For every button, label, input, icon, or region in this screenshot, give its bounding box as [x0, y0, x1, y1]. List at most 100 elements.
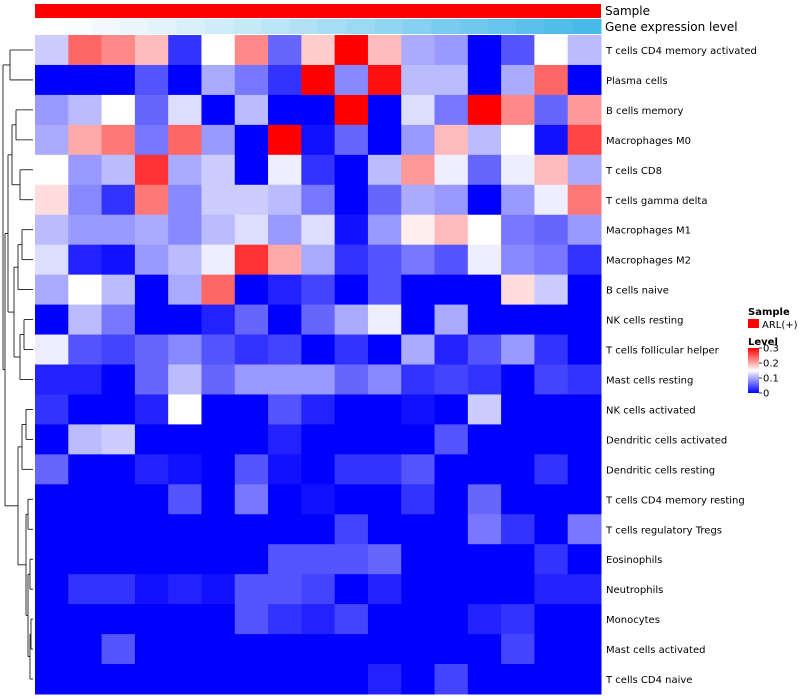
heatmap-cell: [168, 484, 202, 515]
heatmap-cell: [234, 634, 269, 665]
heatmap-cell: [467, 514, 502, 545]
heatmap-cell: [301, 274, 336, 306]
heatmap-cell: [68, 454, 103, 485]
heatmap-cell: [168, 334, 202, 365]
heatmap-cell: [168, 544, 202, 575]
heatmap-cell: [68, 244, 103, 276]
heatmap-cell: [501, 304, 535, 336]
heatmap-cell: [35, 154, 69, 186]
heatmap-cell: [334, 544, 369, 575]
heatmap-cell: [334, 454, 369, 485]
heatmap-cell: [234, 64, 269, 96]
row-label: T cells gamma delta: [605, 196, 707, 207]
heatmap-cell: [567, 244, 602, 276]
heatmap-cell: [101, 394, 136, 425]
heatmap-cell: [467, 334, 502, 365]
heatmap-cells: [35, 35, 602, 695]
heatmap-cell: [367, 35, 402, 66]
heatmap-cell: [401, 334, 436, 365]
heatmap-cell: [534, 274, 569, 306]
heatmap-cell: [467, 664, 502, 695]
row-labels: T cells CD4 memory activated Plasma cells…: [605, 46, 757, 686]
heatmap-cell: [134, 574, 169, 605]
heatmap-cell: [35, 64, 69, 96]
heatmap-cell: [534, 214, 569, 246]
heatmap-cell: [35, 214, 69, 246]
heatmap-cell: [301, 244, 336, 276]
heatmap-cell: [467, 574, 502, 605]
heatmap-cell: [234, 544, 269, 575]
row-label: Macrophages M0: [606, 136, 691, 147]
heatmap-cell: [467, 94, 502, 126]
heatmap-cell: [434, 544, 469, 575]
heatmap-cell: [301, 574, 336, 605]
heatmap-cell: [467, 424, 502, 455]
legend-tick-label: 0.2: [763, 359, 779, 370]
heatmap-cell: [268, 514, 302, 545]
heatmap-cell: [301, 664, 336, 695]
heatmap-cell: [367, 94, 402, 126]
heatmap-cell: [35, 124, 69, 156]
legend-color-bar: [748, 348, 759, 393]
annotation-rows: Sample Gene expression level: [35, 4, 738, 34]
row-label: Macrophages M2: [606, 256, 691, 267]
heatmap-cell: [134, 35, 169, 66]
heatmap-cell: [268, 334, 302, 365]
heatmap-cell: [401, 214, 436, 246]
heatmap-cell: [334, 154, 369, 186]
heatmap-cell: [201, 454, 236, 485]
heatmap-cell: [301, 604, 336, 635]
heatmap-cell: [334, 484, 369, 515]
heatmap-cell: [68, 604, 103, 635]
heatmap-cell: [134, 244, 169, 276]
heatmap-cell: [201, 364, 236, 395]
heatmap-cell: [168, 634, 202, 665]
legend: Sample ARL(+) Level 0.3 0.2 0.1 0: [748, 307, 798, 400]
legend-sample-title: Sample: [748, 307, 790, 318]
heatmap-cell: [134, 274, 169, 306]
heatmap-cell: [434, 604, 469, 635]
heatmap-cell: [234, 334, 269, 365]
heatmap-cell: [401, 664, 436, 695]
heatmap-cell: [467, 214, 502, 246]
heatmap-cell: [367, 514, 402, 545]
annotation-cell-expression: [35, 19, 64, 34]
heatmap-cell: [534, 35, 569, 66]
heatmap-cell: [268, 604, 302, 635]
heatmap-cell: [501, 364, 535, 395]
heatmap-cell: [168, 604, 202, 635]
heatmap-cell: [467, 244, 502, 276]
heatmap-cell: [367, 604, 402, 635]
heatmap-cell: [567, 514, 602, 545]
row-label: B cells memory: [606, 106, 683, 117]
heatmap-cell: [501, 35, 535, 66]
heatmap-cell: [168, 214, 202, 246]
heatmap-cell: [134, 334, 169, 365]
heatmap-cell: [467, 634, 502, 665]
heatmap-cell: [434, 634, 469, 665]
heatmap-cell: [201, 154, 236, 186]
heatmap-cell: [201, 244, 236, 276]
heatmap-cell: [501, 484, 535, 515]
heatmap-cell: [168, 184, 202, 216]
heatmap-cell: [134, 124, 169, 156]
heatmap-cell: [234, 214, 269, 246]
heatmap-cell: [134, 544, 169, 575]
heatmap-cell: [301, 64, 336, 96]
heatmap-cell: [168, 664, 202, 695]
heatmap-cell: [201, 334, 236, 365]
heatmap-cell: [268, 484, 302, 515]
heatmap-cell: [68, 574, 103, 605]
heatmap-cell: [467, 544, 502, 575]
annotation-cell-expression: [431, 19, 460, 34]
heatmap-cell: [401, 454, 436, 485]
heatmap-cell: [268, 244, 302, 276]
heatmap-cell: [201, 604, 236, 635]
heatmap-cell: [534, 304, 569, 336]
heatmap-cell: [367, 424, 402, 455]
heatmap-cell: [134, 664, 169, 695]
heatmap-cell: [101, 64, 136, 96]
heatmap-cell: [434, 574, 469, 605]
heatmap-cell: [268, 634, 302, 665]
heatmap-cell: [467, 454, 502, 485]
